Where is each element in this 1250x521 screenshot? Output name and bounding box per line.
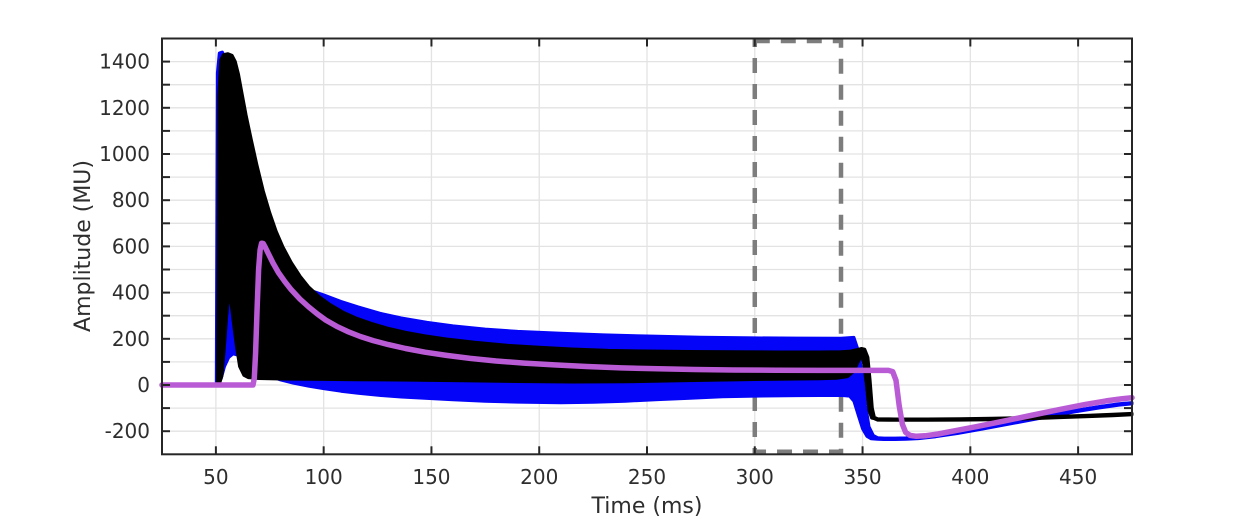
- x-tick-label: 400: [951, 465, 989, 489]
- x-tick-label: 300: [736, 465, 774, 489]
- x-axis-label: Time (ms): [591, 494, 703, 519]
- y-tick-label: -200: [105, 419, 150, 443]
- y-tick-label: 800: [112, 188, 150, 212]
- tick-marks: [162, 38, 1132, 455]
- x-tick-label: 150: [412, 465, 450, 489]
- roi-dashed-rectangle[interactable]: [752, 38, 844, 455]
- x-tick-label: 450: [1059, 465, 1097, 489]
- tick-labels: 50 100 150 200 250 300 350 400 450 -200 0 200 400 600…: [99, 50, 1097, 489]
- x-tick-label: 100: [305, 465, 343, 489]
- x-tick-label: 250: [628, 465, 666, 489]
- x-tick-label: 50: [203, 465, 228, 489]
- y-tick-label: 0: [137, 373, 150, 397]
- y-tick-label: 1400: [99, 50, 150, 74]
- y-tick-label: 400: [112, 281, 150, 305]
- y-tick-label: 600: [112, 234, 150, 258]
- x-tick-label: 350: [843, 465, 881, 489]
- y-tick-label: 200: [112, 327, 150, 351]
- y-tick-label: 1000: [99, 142, 150, 166]
- y-tick-label: 1200: [99, 96, 150, 120]
- y-axis-label: Amplitude (MU): [71, 160, 96, 332]
- x-tick-label: 200: [520, 465, 558, 489]
- black-oscillating-band: [160, 52, 1134, 422]
- violet-smooth-line: [159, 240, 1135, 440]
